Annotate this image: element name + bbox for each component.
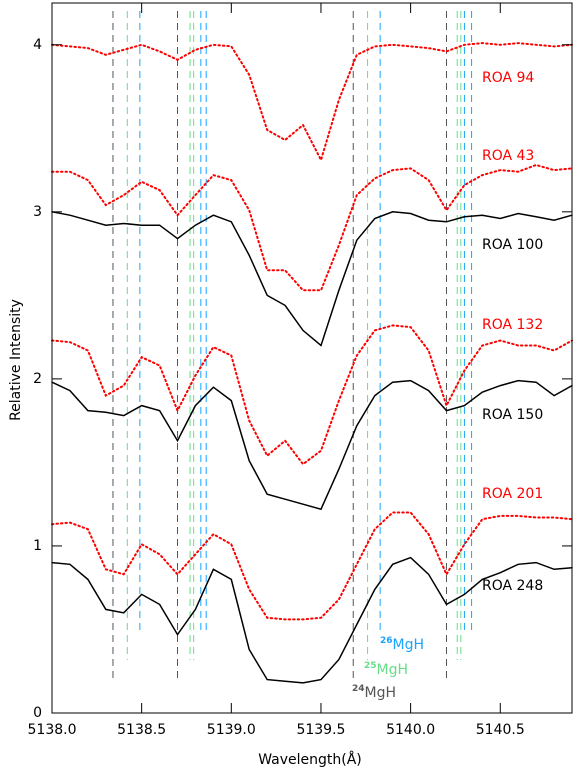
marker-label: 26MgH — [380, 636, 424, 654]
series-label: ROA 100 — [482, 237, 543, 253]
series-label: ROA 201 — [482, 486, 543, 502]
spectrum-line — [51, 42, 573, 163]
y-tick-label: 0 — [33, 705, 42, 721]
marker-label: 24MgH — [352, 684, 396, 702]
series-label: ROA 150 — [482, 407, 543, 423]
marker-isotope: 26 — [380, 636, 393, 646]
x-tick-label: 5140.5 — [476, 722, 525, 738]
spectrum-line — [51, 511, 573, 621]
x-axis-label: Wavelength(Å) — [258, 751, 362, 768]
spectrum-line — [51, 324, 573, 466]
x-tick-label: 5140.0 — [386, 722, 435, 738]
series-label: ROA 132 — [482, 317, 543, 333]
x-tick-label: 5139.5 — [296, 722, 345, 738]
spectrum-line — [51, 379, 573, 511]
spectrum-line — [51, 556, 573, 684]
spectrum-line — [51, 211, 573, 347]
marker-label: 25MgH — [364, 661, 408, 679]
x-tick-label: 5139.0 — [207, 722, 256, 738]
y-tick-label: 2 — [33, 371, 42, 387]
spectrum-line — [51, 163, 573, 292]
y-axis-label: Relative Intensity — [8, 299, 24, 421]
y-tick-label: 4 — [33, 37, 42, 53]
y-tick-label: 3 — [33, 204, 42, 220]
y-tick-label: 1 — [33, 538, 42, 554]
marker-name: MgH — [365, 685, 397, 701]
marker-isotope: 25 — [364, 661, 377, 671]
x-tick-label: 5138.5 — [117, 722, 166, 738]
plot-frame — [51, 2, 573, 714]
marker-name: MgH — [377, 662, 409, 678]
series-label: ROA 43 — [482, 148, 534, 164]
marker-isotope: 24 — [352, 684, 365, 694]
series-label: ROA 94 — [482, 70, 534, 86]
series-label: ROA 248 — [482, 578, 543, 594]
x-tick-label: 5138.0 — [28, 722, 77, 738]
marker-name: MgH — [393, 637, 425, 653]
